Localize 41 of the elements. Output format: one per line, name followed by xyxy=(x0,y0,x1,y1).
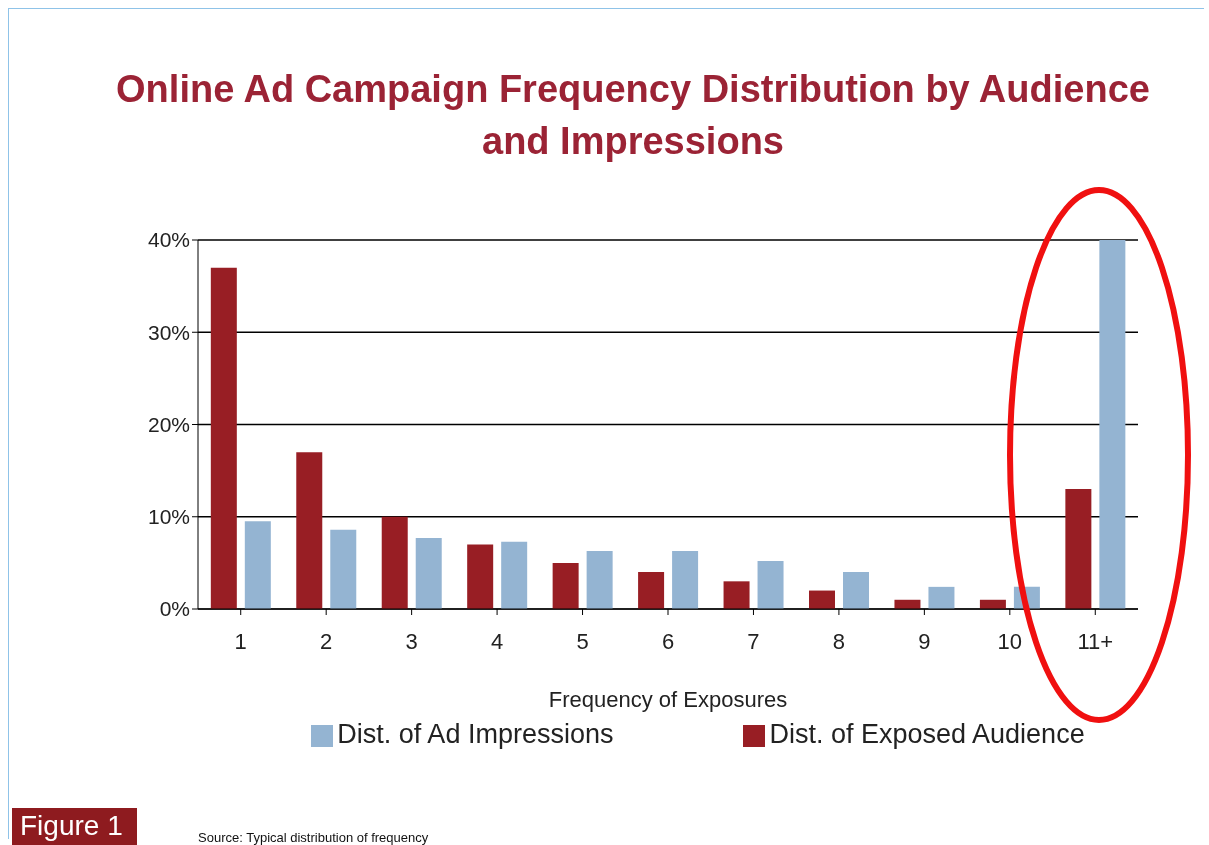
bar xyxy=(928,586,955,609)
x-tick-label: 2 xyxy=(320,628,333,654)
bar xyxy=(467,544,494,609)
y-tick-label: 30% xyxy=(147,320,190,344)
legend-label: Dist. of Exposed Audience xyxy=(769,719,1085,749)
x-axis-title: Frequency of Exposures xyxy=(548,687,788,712)
x-tick-label: 8 xyxy=(832,628,846,654)
bar xyxy=(381,516,408,609)
y-tick-label: 10% xyxy=(147,505,190,529)
x-tick-label: 3 xyxy=(405,628,418,654)
bar xyxy=(415,537,442,609)
bar xyxy=(757,561,784,609)
bar xyxy=(501,541,528,609)
bar xyxy=(244,521,271,609)
x-tick-label: 10 xyxy=(997,628,1023,654)
bar xyxy=(1065,489,1092,609)
bar xyxy=(1099,240,1126,609)
bar xyxy=(723,581,750,609)
bar xyxy=(330,529,357,609)
bar xyxy=(638,572,665,609)
source-note: Source: Typical distribution of frequency xyxy=(198,830,429,845)
x-tick-label: 4 xyxy=(490,628,504,654)
bar xyxy=(809,590,835,609)
x-tick-label: 6 xyxy=(661,628,675,654)
bar xyxy=(586,550,613,609)
bar xyxy=(552,562,579,609)
caption: Figure 1 xyxy=(12,808,137,845)
bar xyxy=(672,550,699,609)
chart-title: Online Ad Campaign Frequency Distribution by Audience and Impressions xyxy=(115,67,1151,164)
x-tick-label: 7 xyxy=(747,628,760,654)
x-tick-label: 11+ xyxy=(1077,628,1114,654)
bar xyxy=(843,572,869,609)
bar xyxy=(296,452,323,609)
y-tick-label: 20% xyxy=(147,412,190,436)
y-tick-label: 40% xyxy=(147,228,190,252)
x-tick-label: 9 xyxy=(918,628,931,654)
bar xyxy=(210,267,237,609)
x-tick-label: 1 xyxy=(234,628,247,654)
x-tick-label: 5 xyxy=(576,628,589,654)
legend-label: Dist. of Ad Impressions xyxy=(337,719,614,749)
y-tick-label: 0% xyxy=(159,597,190,621)
